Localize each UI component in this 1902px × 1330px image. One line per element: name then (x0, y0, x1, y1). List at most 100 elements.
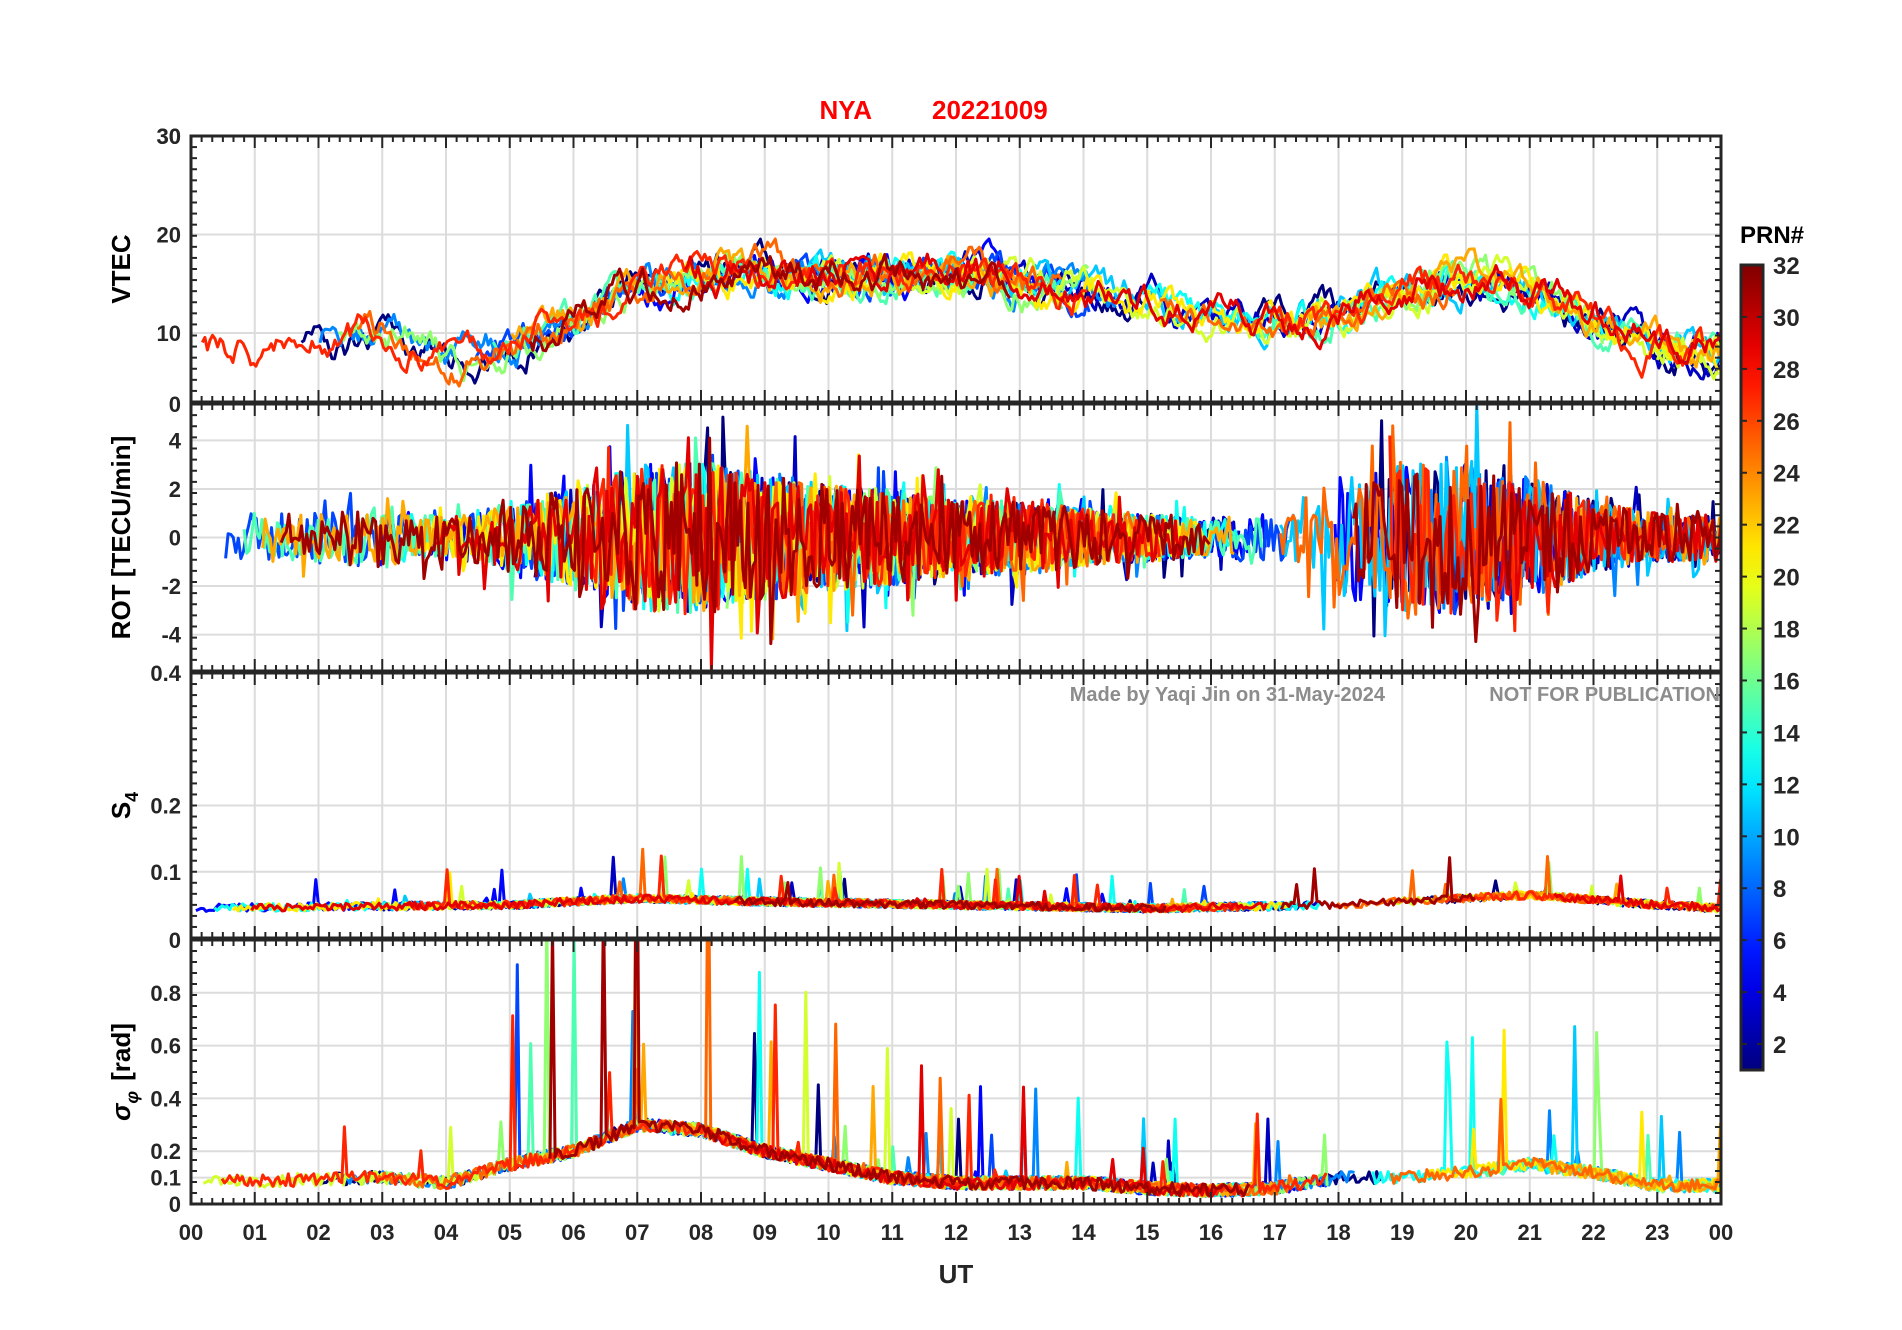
series-prn-17 (1590, 1031, 1720, 1194)
watermark-notice: NOT FOR PUBLICATION (1489, 684, 1720, 706)
x-tick-label: 05 (498, 1220, 522, 1245)
chart-title-station: NYA (819, 95, 872, 125)
y-tick-label: -4 (161, 623, 181, 648)
x-tick-label: 14 (1071, 1220, 1096, 1245)
colorbar-tick-label: 6 (1773, 928, 1786, 955)
colorbar-tick-label: 12 (1773, 772, 1800, 799)
x-tick-label: 22 (1581, 1220, 1605, 1245)
colorbar-tick-label: 20 (1773, 565, 1800, 592)
y-tick-label: 20 (157, 223, 181, 248)
colorbar-tick-label: 4 (1773, 980, 1787, 1007)
colorbar-tick-label: 26 (1773, 409, 1800, 436)
chart-title-date: 20221009 (932, 95, 1048, 125)
panel-sigma_phi: 0.10.2 0.4 0.6 0.8 0 σφ[rad] (106, 928, 1723, 1206)
y-tick-label: 0.6 (150, 1034, 181, 1059)
colorbar-tick-label: 24 (1773, 461, 1800, 488)
y-axis-label: ROT [TECU/min] (106, 436, 136, 640)
series-prn-7 (492, 963, 1333, 1198)
series-prn-27 (1444, 878, 1721, 913)
x-tick-label: 16 (1199, 1220, 1223, 1245)
series-prn-31 (528, 252, 1012, 353)
colorbar-title: PRN# (1740, 222, 1804, 249)
series-prn-17 (356, 940, 1329, 1198)
series-prn-31 (733, 881, 1167, 914)
colorbar-tick-label: 32 (1773, 253, 1800, 280)
panel-rot: -4 -2 0 2 4 0 ROT [TECU/min] (106, 392, 1723, 673)
x-tick-label: 09 (753, 1220, 777, 1245)
x-tick-label: 03 (370, 1220, 394, 1245)
x-tick-label: 01 (243, 1220, 267, 1245)
colorbar-tick-label: 8 (1773, 876, 1786, 903)
x-tick-label: 17 (1263, 1220, 1287, 1245)
x-tick-label: 15 (1135, 1220, 1159, 1245)
x-tick-label: 04 (434, 1220, 459, 1245)
colorbar-tick-label: 28 (1773, 357, 1800, 384)
colorbar-tick-label: 2 (1773, 1032, 1786, 1059)
series-prn-31 (548, 940, 1251, 1198)
y-tick-label: 0.8 (150, 981, 181, 1006)
series-prn-31 (1351, 472, 1721, 643)
colorbar-tick-label: 10 (1773, 824, 1800, 851)
x-tick-label: 18 (1326, 1220, 1350, 1245)
x-tick-label: 08 (689, 1220, 713, 1245)
series-prn-29 (703, 1064, 1225, 1198)
y-tick-label: 30 (157, 124, 181, 149)
colorbar-tick-label: 22 (1773, 513, 1800, 540)
y-tick-label-bottom: 0 (169, 1192, 181, 1217)
y-axis-label: σφ[rad] (106, 1023, 142, 1121)
x-tick-label: 20 (1454, 1220, 1478, 1245)
series-group (224, 404, 1721, 671)
x-tick-label: 12 (944, 1220, 968, 1245)
y-tick-label: 2 (169, 477, 181, 502)
colorbar-scale (1739, 263, 1765, 1072)
y-tick-label: 4 (169, 428, 182, 453)
y-tick-label: 0.4 (150, 1086, 181, 1111)
series-prn-25 (1389, 1097, 1721, 1194)
y-tick-label: 0.2 (150, 794, 181, 819)
series-prn-31 (1279, 856, 1476, 911)
series-group (195, 847, 1721, 914)
series-prn-29 (435, 436, 1184, 671)
x-tick-label: 10 (816, 1220, 840, 1245)
series-prn-29 (1553, 874, 1721, 913)
y-tick-label: -2 (161, 574, 181, 599)
x-tick-label: 06 (561, 1220, 585, 1245)
y-tick-label-top: 0 (169, 392, 181, 417)
y-tick-label: 0.1 (150, 860, 181, 885)
y-axis-label: VTEC (106, 234, 136, 304)
x-tick-label: 00 (179, 1220, 203, 1245)
x-tick-label: 02 (306, 1220, 330, 1245)
y-tick-label: 0 (169, 526, 181, 551)
y-tick-label: 0.1 (150, 1166, 181, 1191)
series-group (202, 940, 1721, 1198)
y-tick-label: 0.2 (150, 1139, 181, 1164)
x-tick-label: 07 (625, 1220, 649, 1245)
watermark-author: Made by Yaqi Jin on 31-May-2024 (1070, 684, 1386, 706)
y-tick-label-top: 30 (157, 124, 181, 149)
series-prn-27 (220, 1003, 1328, 1198)
series-prn-13 (1371, 1036, 1721, 1194)
series-prn-19 (819, 253, 1720, 381)
x-tick-label: 19 (1390, 1220, 1414, 1245)
colorbar-tick-label: 16 (1773, 668, 1800, 695)
series-prn-29 (683, 252, 1721, 365)
colorbar-tick-label: 30 (1773, 305, 1800, 332)
y-tick-label-top: 0 (169, 928, 181, 953)
series-prn-13 (1140, 264, 1613, 341)
colorbar-tick-label: 14 (1773, 720, 1800, 747)
x-tick-label: 00 (1709, 1220, 1733, 1245)
series-prn-25 (356, 237, 1063, 388)
colorbar-tick-label: 18 (1773, 617, 1800, 644)
panel-s4: 0.1 0.2 0.4 S4 (106, 661, 1723, 940)
y-tick-label: 10 (157, 321, 181, 346)
y-axis-label: S4 (106, 792, 142, 819)
x-axis-ticks: 00 01 02 03 04 05 06 07 08 09 10 11 12 13 14 15 16 17 18 19… (179, 1220, 1733, 1245)
x-tick-label: 11 (881, 1220, 904, 1245)
x-tick-label: 23 (1645, 1220, 1669, 1245)
x-axis-label: UT (939, 1259, 974, 1289)
series-prn-29 (250, 874, 1268, 914)
